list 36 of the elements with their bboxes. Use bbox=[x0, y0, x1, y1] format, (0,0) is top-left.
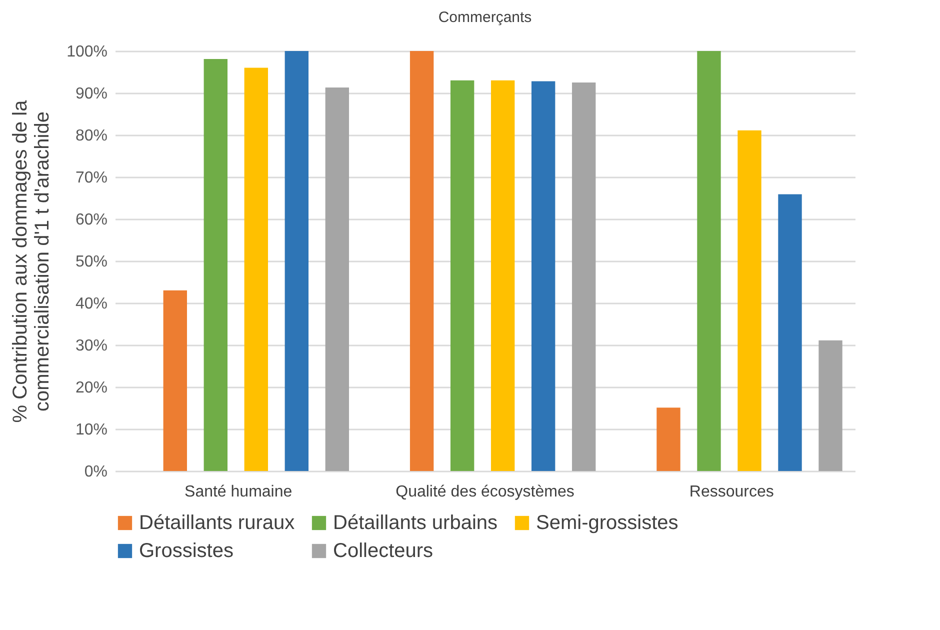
bar bbox=[818, 340, 842, 471]
bar bbox=[410, 51, 434, 471]
bar bbox=[531, 81, 556, 471]
y-tick-label: 0% bbox=[84, 464, 108, 480]
x-tick-label: Ressources bbox=[689, 484, 774, 500]
bar bbox=[778, 194, 802, 471]
x-tick-label: Qualité des écosystèmes bbox=[396, 484, 574, 500]
bar bbox=[738, 130, 762, 471]
bar bbox=[325, 88, 350, 471]
y-axis-title: % Contribution aux dommages de la commercialisation d'1 t d'arachide bbox=[10, 99, 54, 423]
bar bbox=[284, 51, 309, 471]
chart-title: Commerçants bbox=[438, 9, 532, 26]
legend-label: Grossistes bbox=[139, 540, 234, 562]
legend-label: Collecteurs bbox=[333, 540, 434, 562]
y-tick-label: 100% bbox=[66, 44, 108, 60]
legend-label: Semi-grossistes bbox=[536, 512, 678, 534]
y-tick-label: 60% bbox=[75, 212, 108, 228]
y-tick-label: 70% bbox=[75, 170, 108, 186]
bar bbox=[490, 80, 515, 471]
y-tick-label: 30% bbox=[75, 338, 108, 354]
bar bbox=[572, 82, 596, 471]
y-tick-label: 50% bbox=[75, 254, 108, 270]
bar bbox=[450, 80, 474, 471]
y-tick-label: 40% bbox=[75, 296, 108, 312]
y-tick-label: 10% bbox=[75, 422, 108, 438]
x-tick-label: Santé humaine bbox=[184, 484, 292, 500]
legend-label: Détaillants urbains bbox=[333, 512, 498, 534]
bar bbox=[656, 408, 680, 471]
y-tick-label: 80% bbox=[75, 128, 108, 144]
bar bbox=[163, 290, 187, 471]
bar bbox=[697, 51, 721, 471]
bar bbox=[244, 68, 268, 471]
y-tick-label: 20% bbox=[75, 380, 108, 396]
bar bbox=[204, 58, 228, 471]
y-tick-label: 90% bbox=[75, 86, 108, 102]
legend-label: Détaillants ruraux bbox=[139, 512, 295, 534]
